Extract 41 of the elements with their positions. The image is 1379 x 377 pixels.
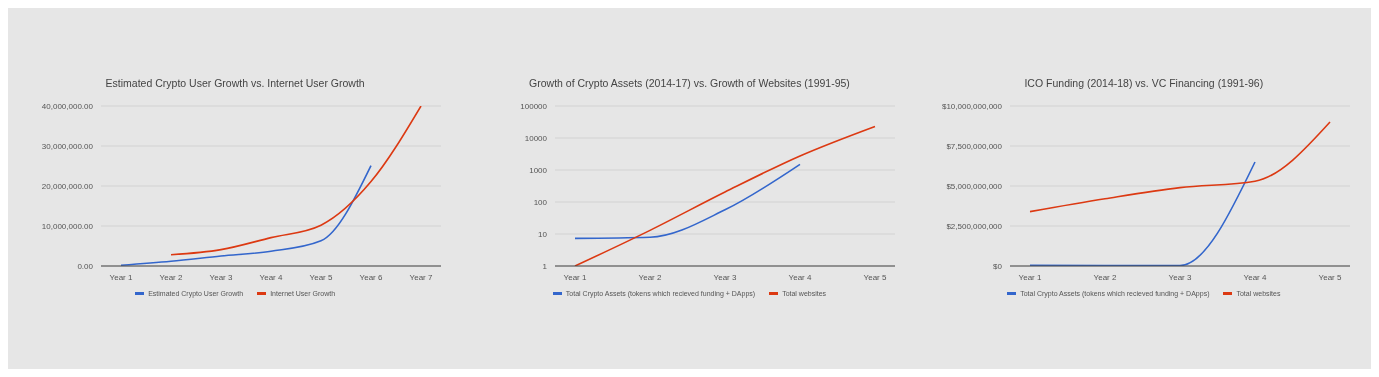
chart-title: Estimated Crypto User Growth vs. Internet User Growth	[104, 76, 366, 91]
line-series	[120, 164, 372, 266]
y-tick-label: 100	[534, 197, 549, 207]
x-tick-label: Year 4	[789, 272, 813, 282]
y-tick-label: 40,000,000.00	[41, 101, 94, 111]
y-tick-label: $0	[992, 261, 1003, 271]
x-tick-label: Year 1	[109, 272, 134, 282]
x-tick-label: Year 4	[259, 272, 284, 282]
y-tick-label: $5,000,000,000	[946, 181, 1003, 191]
x-tick-label: Year 3	[1168, 272, 1192, 282]
x-tick-label: Year 1	[1018, 272, 1042, 282]
x-tick-label: Year 7	[409, 272, 434, 282]
y-tick-label: 20,000,000.00	[41, 181, 94, 191]
chart-title: ICO Funding (2014-18) vs. VC Financing (1991-96)	[1023, 76, 1265, 91]
y-tick-label: 10,000,000.00	[41, 221, 94, 231]
line-series	[574, 125, 877, 266]
line-series	[1029, 121, 1331, 213]
y-tick-label: 10000	[525, 133, 549, 143]
y-tick-label: 1000	[529, 165, 549, 175]
x-tick-label: Year 2	[159, 272, 184, 282]
line-series	[170, 106, 422, 256]
y-tick-label: 1	[543, 261, 549, 271]
x-tick-label: Year 1	[564, 272, 588, 282]
y-tick-label: 100000	[520, 101, 549, 111]
x-tick-label: Year 5	[1318, 272, 1342, 282]
y-tick-label: $7,500,000,000	[946, 141, 1003, 151]
x-tick-label: Year 2	[1093, 272, 1117, 282]
x-tick-label: Year 4	[1243, 272, 1267, 282]
x-tick-label: Year 6	[359, 272, 384, 282]
x-tick-label: Year 2	[639, 272, 663, 282]
y-tick-label: $10,000,000,000	[941, 101, 1003, 111]
chart-title: Growth of Crypto Assets (2014-17) vs. Growth of Websites (1991-95)	[528, 76, 851, 91]
x-tick-label: Year 5	[309, 272, 334, 282]
x-tick-label: Year 5	[864, 272, 888, 282]
y-tick-label: 0.00	[77, 261, 94, 271]
line-series	[574, 163, 802, 240]
x-tick-label: Year 3	[209, 272, 234, 282]
y-tick-label: 30,000,000.00	[41, 141, 94, 151]
y-tick-label: 10	[538, 229, 549, 239]
y-tick-label: $2,500,000,000	[946, 221, 1003, 231]
x-tick-label: Year 3	[714, 272, 738, 282]
